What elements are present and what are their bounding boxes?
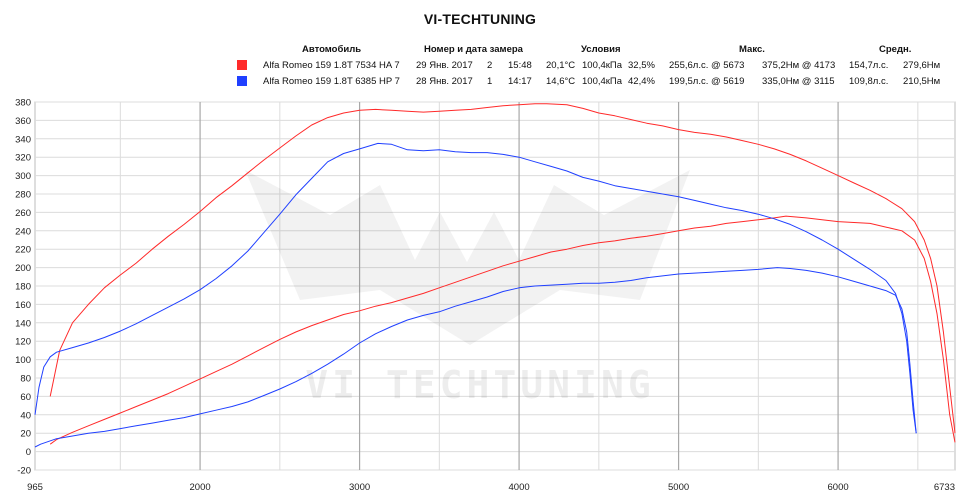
y-tick-label: 0	[26, 447, 31, 458]
y-tick-label: 300	[15, 171, 31, 182]
legend-avg-power: 109,8л.с.	[849, 76, 889, 87]
y-tick-label: 200	[15, 263, 31, 274]
y-tick-label: 280	[15, 190, 31, 201]
series-line-3	[34, 142, 917, 434]
y-tick-label: 240	[15, 226, 31, 237]
x-tick-label: 3000	[349, 482, 370, 493]
legend-humidity: 32,5%	[628, 60, 655, 71]
legend-max-power: 255,6л.с. @ 5673	[669, 60, 745, 71]
legend-car: Alfa Romeo 159 1.8T 6385 HP 7	[263, 76, 400, 87]
y-tick-label: 80	[20, 374, 31, 385]
legend-avg-torque: 210,5Нм	[903, 76, 941, 87]
x-tick-label: 6733	[934, 482, 955, 493]
legend-avg-torque: 279,6Нм	[903, 60, 941, 71]
y-tick-label: 340	[15, 134, 31, 145]
y-tick-label: 100	[15, 355, 31, 366]
legend-avg-power: 154,7л.с.	[849, 60, 889, 71]
y-tick-label: 180	[15, 282, 31, 293]
legend-time: 14:17	[508, 76, 532, 87]
y-tick-label: 20	[20, 429, 31, 440]
y-tick-label: -20	[17, 466, 31, 477]
x-tick-label: 5000	[668, 482, 689, 493]
legend-header-conditions: Условия	[581, 44, 621, 55]
y-tick-label: 380	[15, 98, 31, 109]
x-tick-label: 4000	[509, 482, 530, 493]
chart-title: VI-TECHTUNING	[423, 11, 537, 27]
x-axis-labels: 965 2000 3000 4000 5000 6000 6733	[27, 482, 955, 493]
y-tick-label: 40	[20, 410, 31, 421]
legend-date: 28 Янв. 2017	[416, 76, 473, 87]
legend-header-car: Автомобиль	[302, 44, 362, 55]
y-tick-label: 160	[15, 300, 31, 311]
series-line-2	[49, 215, 956, 445]
y-tick-label: 120	[15, 337, 31, 348]
x-tick-label: 6000	[828, 482, 849, 493]
legend-temp: 14,6°C	[546, 76, 576, 87]
y-tick-label: 140	[15, 318, 31, 329]
y-axis-labels: -20 0 20 40 60 80 100 120 140 160 180 200 220 240 260 2…	[15, 98, 31, 477]
watermark-text: VI TECHTUNING	[305, 363, 654, 407]
chart-grid	[34, 101, 956, 471]
legend-header-num-date: Номер и дата замера	[424, 44, 523, 55]
legend-swatch-blue	[237, 76, 247, 86]
x-tick-label: 965	[27, 482, 43, 493]
y-tick-label: 320	[15, 153, 31, 164]
legend-header-avg: Средн.	[879, 44, 912, 55]
x-tick-label: 2000	[190, 482, 211, 493]
y-tick-label: 360	[15, 116, 31, 127]
legend-max-power: 199,5л.с. @ 5619	[669, 76, 745, 87]
legend-temp: 20,1°C	[546, 60, 576, 71]
legend-header-max: Макс.	[739, 44, 765, 55]
legend-car: Alfa Romeo 159 1.8T 7534 HA 7	[263, 60, 400, 71]
legend-pressure: 100,4кПа	[582, 60, 623, 71]
y-tick-label: 60	[20, 392, 31, 403]
legend-pressure: 100,4кПа	[582, 76, 623, 87]
series-line-1	[49, 103, 956, 434]
y-tick-label: 220	[15, 245, 31, 256]
y-tick-label: 260	[15, 208, 31, 219]
legend-swatch-red	[237, 60, 247, 70]
legend-num: 1	[487, 76, 493, 87]
legend-max-torque: 375,2Нм @ 4173	[762, 60, 836, 71]
legend-humidity: 42,4%	[628, 76, 655, 87]
chart-series	[34, 103, 956, 448]
legend-max-torque: 335,0Нм @ 3115	[762, 76, 835, 87]
legend-num: 2	[487, 60, 493, 71]
legend-date: 29 Янв. 2017	[416, 60, 473, 71]
legend-time: 15:48	[508, 60, 532, 71]
watermark-wings-shape	[245, 170, 690, 345]
watermark: VI TECHTUNING	[245, 170, 690, 407]
series-line-4	[34, 267, 917, 448]
